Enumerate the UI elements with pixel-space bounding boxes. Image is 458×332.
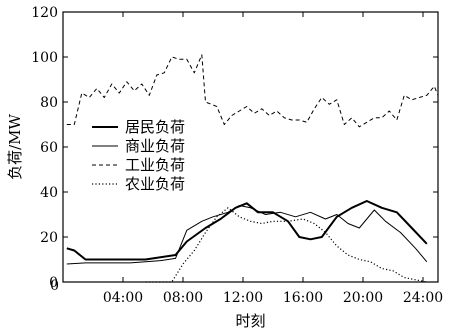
y-tick-label: 0 — [49, 275, 58, 291]
series-lines — [66, 54, 439, 283]
series-line-0 — [66, 200, 428, 261]
series-line-2 — [66, 54, 439, 128]
legend-label-1: 商业负荷 — [125, 137, 185, 155]
x-tick-label: 04:00 — [103, 290, 143, 306]
x-tick-label: 16:00 — [283, 290, 323, 306]
x-tick-label: 24:00 — [403, 290, 443, 306]
legend-label-2: 工业负荷 — [125, 156, 185, 174]
x-tick-label: 20:00 — [343, 290, 383, 306]
series-line-3 — [145, 207, 427, 283]
y-tick-label: 20 — [40, 230, 58, 246]
y-tick-label: 120 — [31, 5, 58, 21]
plot-frame — [62, 11, 439, 283]
x-tick-label: 0 — [50, 278, 59, 294]
series-line-1 — [66, 205, 428, 265]
y-tick-label: 100 — [31, 50, 58, 66]
x-tick-label: 08:00 — [163, 290, 203, 306]
legend-label-0: 居民负荷 — [125, 118, 185, 136]
legend-label-3: 农业负荷 — [125, 175, 185, 193]
y-tick-label: 60 — [40, 140, 58, 156]
y-axis-title: 负荷/MW — [6, 114, 24, 180]
x-axis-title: 时刻 — [235, 312, 265, 330]
y-tick-label: 80 — [40, 95, 58, 111]
x-tick-label: 12:00 — [223, 290, 263, 306]
axes — [62, 11, 439, 283]
y-tick-label: 40 — [40, 185, 58, 201]
